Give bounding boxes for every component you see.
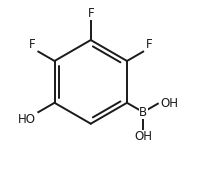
Text: B: B [139,106,147,119]
Text: OH: OH [160,97,178,110]
Text: F: F [146,38,152,51]
Text: F: F [87,7,94,20]
Text: OH: OH [134,130,152,143]
Text: F: F [29,38,36,51]
Text: HO: HO [18,113,36,126]
